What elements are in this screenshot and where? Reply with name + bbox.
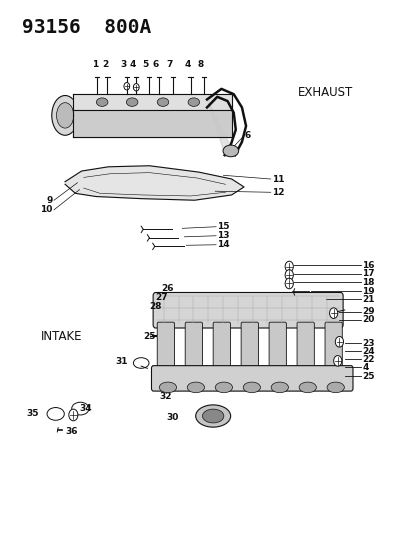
Text: 28: 28 [149,302,161,311]
Ellipse shape [242,382,260,393]
Text: 32: 32 [159,392,172,401]
Text: 3: 3 [121,60,127,69]
Ellipse shape [56,103,74,128]
Polygon shape [65,166,243,200]
Text: 4: 4 [361,363,368,372]
FancyBboxPatch shape [213,322,230,374]
Text: 8: 8 [197,60,203,69]
FancyBboxPatch shape [268,322,286,374]
FancyBboxPatch shape [297,322,313,374]
Text: 26: 26 [160,284,173,293]
Text: 23: 23 [361,339,374,348]
Circle shape [285,261,293,272]
Text: 31: 31 [115,358,128,367]
Circle shape [285,278,293,289]
Circle shape [69,409,78,421]
Circle shape [285,270,293,280]
Ellipse shape [187,382,204,393]
Text: 6: 6 [152,60,158,69]
Text: 22: 22 [361,355,374,364]
Text: 9: 9 [46,196,53,205]
Ellipse shape [271,382,288,393]
Circle shape [329,308,337,318]
FancyBboxPatch shape [157,322,174,374]
Text: 7: 7 [166,60,173,69]
Ellipse shape [157,98,169,107]
Text: EXHAUST: EXHAUST [297,86,352,99]
Ellipse shape [298,382,316,393]
Text: 4: 4 [130,60,136,69]
Text: 10: 10 [40,205,53,214]
Text: 4: 4 [184,60,190,69]
FancyBboxPatch shape [151,366,352,391]
FancyBboxPatch shape [153,293,342,328]
FancyBboxPatch shape [240,322,258,374]
Text: 93156  800A: 93156 800A [22,18,151,37]
Text: 15: 15 [217,222,229,231]
Text: 6: 6 [244,131,250,140]
Text: 17: 17 [361,269,374,278]
Text: 2: 2 [102,60,109,69]
Text: 24: 24 [361,347,374,356]
Text: 34: 34 [79,404,92,413]
Text: 35: 35 [27,409,39,418]
Text: 30: 30 [166,413,178,422]
Text: 1: 1 [92,60,98,69]
Text: 11: 11 [271,174,284,183]
Ellipse shape [96,98,108,107]
Ellipse shape [126,98,138,107]
Text: 13: 13 [217,231,229,240]
Text: 20: 20 [361,315,374,324]
Text: INTAKE: INTAKE [40,330,82,343]
Ellipse shape [215,382,232,393]
Ellipse shape [326,382,344,393]
FancyBboxPatch shape [324,322,342,374]
Ellipse shape [195,405,230,427]
Text: 25: 25 [361,372,374,381]
Ellipse shape [188,98,199,107]
Circle shape [333,356,341,366]
Text: 27: 27 [155,293,168,302]
Ellipse shape [202,409,223,423]
Circle shape [123,83,129,90]
Text: 14: 14 [217,240,229,249]
Ellipse shape [52,95,78,135]
Ellipse shape [223,145,238,157]
Ellipse shape [159,382,176,393]
Text: 5: 5 [142,60,148,69]
Text: 16: 16 [361,261,374,270]
Circle shape [335,336,343,347]
Text: 36: 36 [65,427,78,437]
Text: 25: 25 [143,332,155,341]
Circle shape [133,84,139,91]
Text: 21: 21 [361,295,374,304]
Text: 19: 19 [361,287,374,296]
Text: 29: 29 [361,307,374,316]
Text: 18: 18 [361,278,374,287]
Text: 12: 12 [271,188,284,197]
FancyBboxPatch shape [185,322,202,374]
